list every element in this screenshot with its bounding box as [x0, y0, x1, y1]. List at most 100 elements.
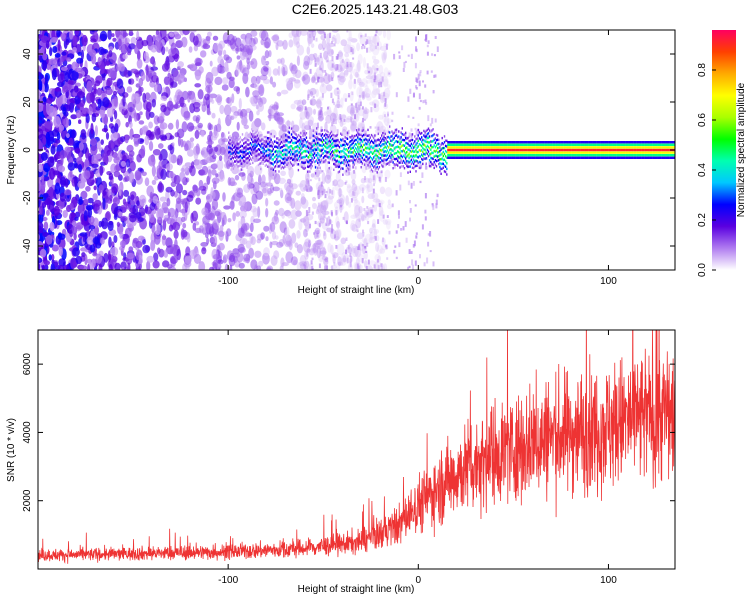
spectrogram-cell	[363, 138, 366, 142]
spectrogram-cell	[351, 179, 356, 185]
spectrogram-cell	[307, 33, 314, 45]
spectrogram-cell	[272, 173, 274, 176]
spectrogram-cell	[301, 142, 303, 146]
spectrogram-cell	[350, 151, 352, 154]
spectrogram-cell	[414, 135, 416, 138]
spectrogram-cell	[257, 137, 260, 140]
spectrogram-cell	[400, 140, 402, 144]
spectrogram-cell	[368, 260, 376, 266]
spectrogram-cell	[446, 173, 448, 176]
spectrogram-cell	[382, 237, 384, 243]
spectrogram-cell	[432, 163, 434, 166]
spectrogram-cell	[356, 42, 361, 52]
spectrogram-cell	[99, 165, 104, 176]
spectrogram-cell	[336, 133, 338, 137]
spectrogram-cell	[175, 119, 180, 130]
spectrogram-cell	[167, 72, 171, 79]
spectrogram-cell	[328, 139, 330, 142]
spectrogram-cell	[308, 160, 310, 164]
spectrogram-cell	[350, 140, 352, 143]
spectrogram-cell	[263, 156, 265, 159]
spectrogram-cell	[236, 155, 238, 158]
spectrogram-cell	[512, 154, 514, 157]
spectrogram-cell	[405, 237, 408, 243]
spectrogram-cell	[200, 130, 205, 138]
spectrogram-cell	[319, 149, 321, 153]
spectrogram-cell	[280, 257, 285, 268]
spectrogram-cell	[375, 158, 377, 161]
spectrogram-cell	[356, 229, 359, 233]
spectrogram-cell	[512, 141, 514, 144]
spectrogram-cell	[150, 44, 158, 53]
spectrogram-cell	[421, 131, 423, 135]
spectrogram-cell	[504, 143, 506, 146]
spectrogram-cell	[358, 157, 360, 160]
spectrogram-cell	[297, 168, 300, 172]
spectrogram-cell	[244, 165, 246, 168]
spectrogram-cell	[345, 169, 348, 173]
spectrogram-cell	[354, 71, 359, 78]
spectrogram-cell	[75, 222, 84, 230]
spectrogram-cell	[378, 152, 381, 155]
spectrogram-cell	[492, 148, 495, 152]
spectrogram-cell	[270, 156, 272, 159]
spectrogram-cell	[369, 141, 371, 144]
spectrogram-cell	[402, 226, 405, 231]
spectrogram-cell	[204, 93, 210, 101]
spectrogram-cell	[241, 133, 244, 136]
spectrogram-cell	[323, 258, 329, 266]
spectrogram-cell	[427, 132, 430, 135]
spectrogram-cell	[377, 219, 380, 224]
spectrogram-cell	[348, 201, 352, 208]
spectrogram-cell	[166, 264, 173, 269]
spectrogram-cell	[118, 102, 123, 113]
spectrogram-cell	[436, 134, 439, 137]
spectrogram-cell	[236, 121, 240, 131]
spectrogram-cell	[266, 131, 269, 134]
spectrogram-cell	[247, 134, 249, 138]
spectrogram-cell	[351, 138, 353, 142]
spectrogram-cell	[268, 165, 270, 169]
spectrogram-cell	[481, 156, 483, 159]
spectrogram-cell	[303, 132, 305, 135]
spectrogram-cell	[409, 200, 411, 204]
spectrogram-cell	[345, 221, 348, 225]
spectrogram-cell	[282, 157, 285, 161]
spectrogram-cell	[436, 142, 439, 146]
spectrogram-cell	[326, 110, 333, 117]
spectrogram-cell	[350, 136, 352, 139]
spectrogram-cell	[269, 149, 271, 152]
spectrogram-cell	[352, 161, 354, 164]
spectrogram-cell	[333, 106, 338, 119]
spectrogram-cell	[498, 148, 500, 152]
spectrogram-cell	[263, 144, 265, 147]
spectrogram-cell	[296, 154, 298, 157]
spectrogram-cell	[346, 105, 355, 114]
spectrogram-cell	[286, 158, 288, 162]
spectrogram-cell	[237, 243, 245, 253]
spectrogram-cell	[408, 132, 411, 136]
spectrogram-cell	[151, 165, 156, 177]
spectrogram-cell	[69, 30, 74, 40]
spectrogram-cell	[346, 131, 349, 135]
spectrogram-cell	[354, 199, 358, 204]
spectrogram-cell	[331, 224, 333, 230]
spectrogram-cell	[346, 137, 349, 140]
spectrogram-cell	[163, 249, 169, 258]
spectrogram-cell	[269, 136, 271, 140]
spectrogram-cell	[151, 98, 156, 108]
spectrogram-cell	[127, 101, 135, 113]
spectrogram-cell	[45, 234, 53, 245]
spectrogram-cell	[57, 81, 64, 88]
spectrogram-cell	[317, 190, 320, 195]
spectrogram-cell	[442, 166, 444, 169]
spectrogram-cell	[421, 224, 424, 230]
spectrogram-cell	[288, 126, 290, 129]
spectrogram-cell	[313, 36, 315, 41]
spectrogram-cell	[41, 125, 46, 132]
spectrogram-cell	[458, 156, 460, 159]
spectrogram-cell	[371, 192, 379, 200]
spectrogram-cell	[317, 166, 319, 169]
spectrogram-cell	[386, 136, 389, 139]
spectrogram-cell	[60, 66, 68, 72]
